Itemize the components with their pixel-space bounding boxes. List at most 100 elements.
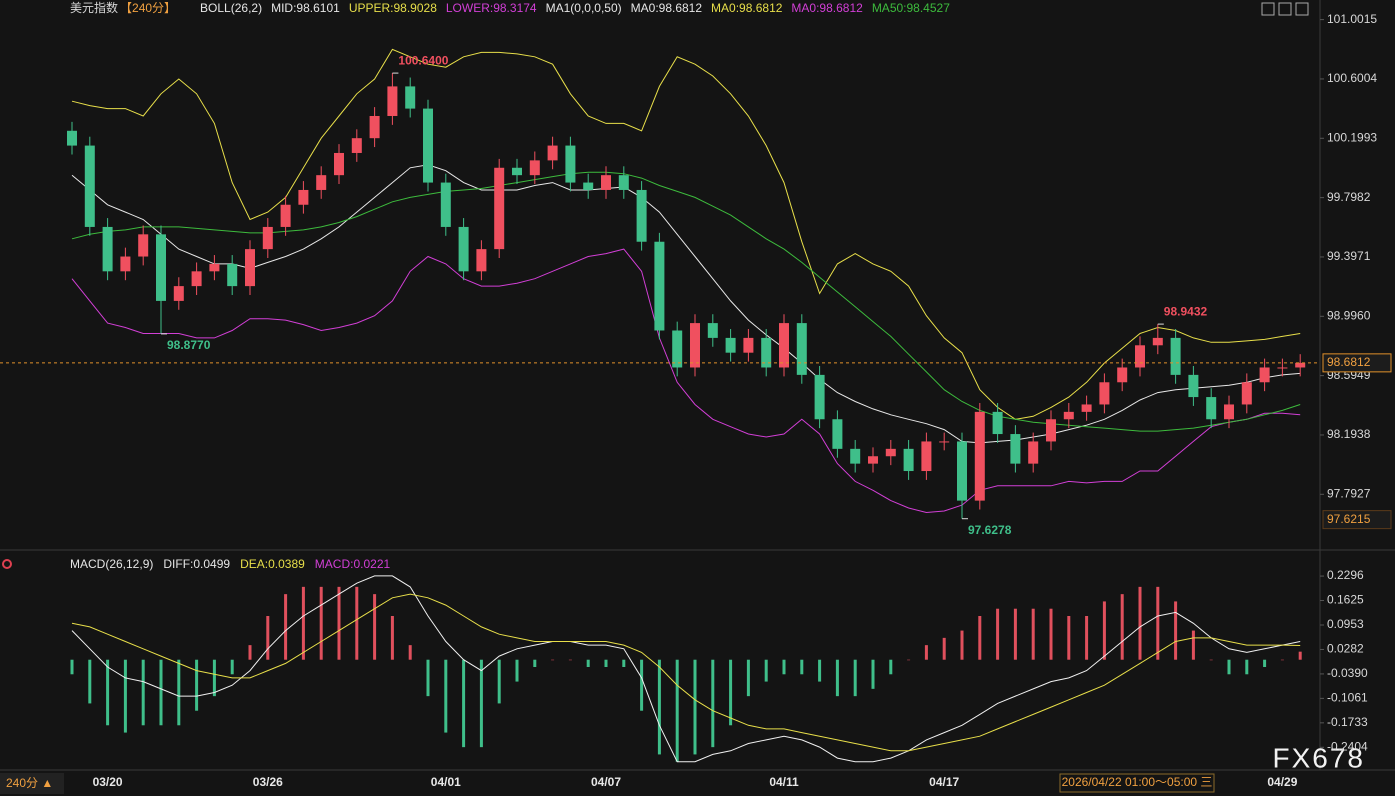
macd-bar: [1280, 659, 1284, 661]
watermark: FX678: [1273, 742, 1366, 773]
candle-body: [494, 167, 505, 250]
icon[interactable]: [1278, 2, 1292, 16]
candle-body: [423, 108, 433, 183]
legend-item: MID:98.6101: [271, 1, 340, 15]
time-box: [1059, 773, 1215, 793]
candle-body: [743, 337, 754, 353]
macd-bar: [426, 659, 430, 697]
macd-bar: [604, 659, 608, 667]
candle-body: [173, 286, 184, 301]
macd-bar: [551, 659, 555, 661]
legend-item: MACD(26,12,9): [70, 557, 153, 571]
macd-bar: [568, 659, 572, 661]
macd-bar: [230, 659, 234, 675]
candle-body: [298, 189, 309, 205]
x-tick-label: 04/17: [929, 775, 959, 789]
candle-body: [1010, 434, 1021, 464]
legend-item: BOLL(26,2): [200, 1, 262, 15]
macd-bar: [159, 659, 163, 726]
macd-bar: [1049, 608, 1053, 660]
macd-bar: [355, 586, 359, 660]
macd-bar: [88, 659, 92, 704]
candle-body: [209, 263, 220, 272]
macd-bar: [835, 659, 839, 697]
x-tick-label: 04/11: [769, 775, 799, 789]
macd-icon: [2, 559, 12, 569]
candle-body: [654, 241, 665, 331]
last-price-box: [1322, 353, 1392, 373]
macd-bar: [497, 659, 501, 704]
candle-body: [992, 411, 1003, 435]
candle-body: [334, 152, 344, 176]
candle-body: [387, 86, 398, 116]
y-tick-label: 0.0282: [1327, 642, 1364, 656]
macd-bar: [1138, 586, 1142, 660]
macd-bar: [70, 659, 74, 675]
macd-bar: [1298, 651, 1302, 660]
candle-body: [512, 167, 522, 176]
candle-body: [138, 234, 149, 257]
candle-body: [1206, 397, 1217, 420]
annotation: 98.9432: [1164, 304, 1208, 318]
macd-bar: [1067, 616, 1071, 660]
macd-bar: [1102, 601, 1106, 660]
annotation: 100.6400: [398, 53, 448, 67]
legend-item: LOWER:98.3174: [446, 1, 537, 15]
candle-body: [102, 226, 113, 272]
candle-body: [529, 160, 540, 176]
y-tick-label: -0.0390: [1327, 666, 1368, 680]
macd-bar: [301, 586, 305, 660]
macd-bar: [1031, 608, 1035, 660]
icon[interactable]: [1295, 2, 1309, 16]
legend-item: MA1(0,0,0,50): [546, 1, 622, 15]
min-marker-box: [1322, 510, 1392, 530]
macd-bar: [444, 659, 448, 733]
macd-bar: [390, 616, 394, 660]
y-tick-label: 100.6004: [1327, 71, 1377, 85]
candle-body: [1224, 404, 1234, 420]
macd-bar: [515, 659, 519, 682]
candle-body: [227, 263, 238, 287]
icon[interactable]: [1261, 2, 1275, 16]
y-tick-label: 0.2296: [1327, 568, 1364, 582]
candle-body: [1152, 337, 1163, 346]
macd-bar: [1174, 601, 1178, 660]
candle-body: [761, 337, 772, 368]
macd-bar: [853, 659, 857, 697]
macd-bar: [978, 616, 982, 660]
line: [71, 48, 1301, 420]
last-price-label: 98.6812: [1327, 355, 1371, 369]
candle-body: [868, 456, 878, 464]
macd-bar: [622, 659, 626, 667]
candle-body: [351, 138, 362, 153]
candle-body: [1188, 374, 1199, 398]
macd-bar: [141, 659, 145, 726]
y-tick-label: 100.1993: [1327, 130, 1377, 144]
macd-bar: [1209, 659, 1213, 661]
candle-body: [903, 448, 914, 472]
toolbar-icons[interactable]: [1261, 2, 1309, 16]
line: [71, 575, 1301, 763]
candle-body: [1135, 345, 1145, 368]
macd-bar: [284, 594, 288, 660]
candle-body: [547, 145, 558, 161]
x-tick-label: 03/26: [253, 775, 283, 789]
line: [71, 164, 1301, 444]
macd-bar: [212, 659, 216, 697]
line: [71, 171, 1301, 432]
macd-bar: [248, 645, 252, 660]
period-box[interactable]: [0, 773, 64, 794]
annotation: 98.8770: [167, 338, 211, 352]
y-tick-label: 99.3971: [1327, 249, 1371, 263]
line: [71, 593, 1301, 752]
y-tick-label: -0.1733: [1327, 715, 1368, 729]
legend-item: MA0:98.6812: [791, 1, 863, 15]
macd-bar: [479, 659, 483, 748]
x-tick-label: 04/07: [591, 775, 621, 789]
macd-bar: [586, 659, 590, 667]
candle-body: [725, 337, 736, 353]
period-button[interactable]: 240分 ▲: [6, 776, 53, 790]
macd-bar: [373, 594, 377, 660]
candle-body: [369, 115, 380, 139]
macd-bar: [1156, 586, 1160, 660]
